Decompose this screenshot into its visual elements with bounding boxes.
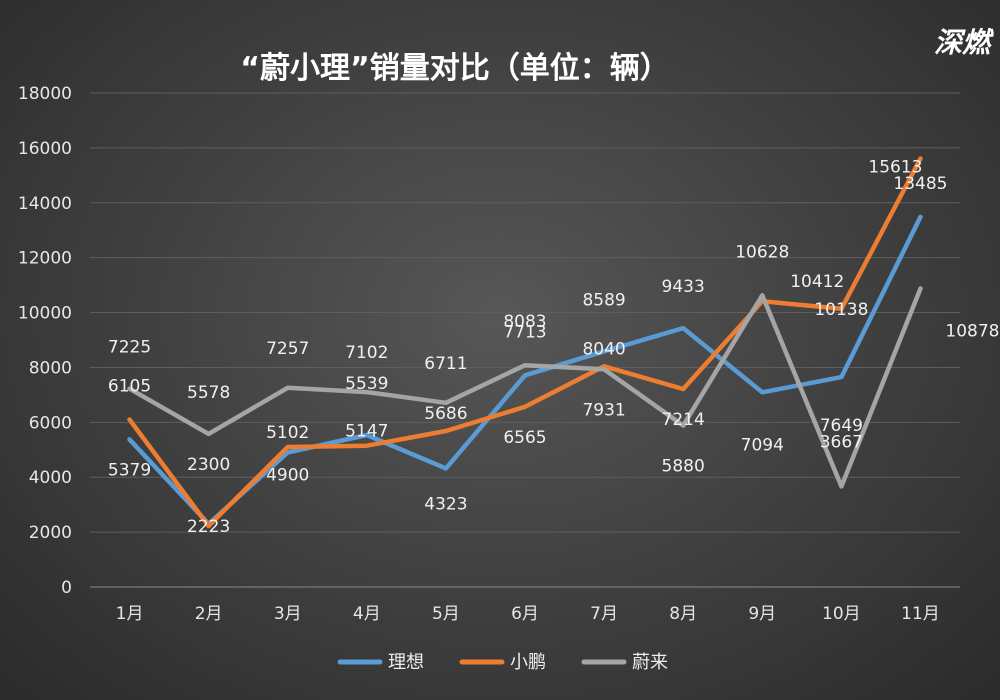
y-tick-label: 10000 (18, 304, 72, 324)
data-label: 13485 (893, 174, 947, 194)
y-tick-label: 8000 (29, 358, 72, 378)
data-label: 7225 (108, 338, 151, 358)
legend-label: 蔚来 (632, 652, 668, 673)
x-tick-label: 10月 (822, 604, 861, 624)
series-line-蔚来 (127, 286, 923, 489)
series-lines (127, 156, 923, 529)
x-tick-label: 6月 (511, 604, 539, 624)
data-label: 5147 (345, 422, 388, 442)
data-label: 7649 (820, 416, 863, 436)
data-label: 15613 (868, 158, 922, 178)
data-label: 8040 (582, 339, 625, 359)
data-label: 5102 (266, 423, 309, 443)
data-label: 5686 (424, 404, 467, 424)
x-tick-label: 7月 (590, 604, 618, 624)
data-label: 8083 (503, 312, 546, 332)
legend-label: 小鹏 (510, 652, 546, 673)
y-tick-label: 14000 (18, 194, 72, 214)
data-label: 10628 (735, 242, 789, 262)
x-axis: 1月 2月 3月 4月 5月 6月 7月 8月 9月 10月 11月 (116, 604, 940, 624)
data-label: 2223 (187, 517, 230, 537)
data-label: 4323 (424, 494, 467, 514)
data-label: 7094 (741, 435, 784, 455)
data-label: 7713 (503, 322, 546, 342)
data-label: 5880 (662, 457, 705, 477)
data-label: 7102 (345, 343, 388, 363)
data-label: 6711 (424, 354, 467, 374)
y-tick-label: 18000 (18, 84, 72, 104)
y-tick-label: 16000 (18, 139, 72, 159)
x-tick-label: 2月 (195, 604, 223, 624)
brand-logo: 深燃 (934, 26, 994, 59)
data-label: 5578 (187, 383, 230, 403)
x-tick-label: 4月 (353, 604, 381, 624)
y-tick-label: 4000 (29, 468, 72, 488)
x-tick-label: 11月 (901, 604, 940, 624)
data-label: 4900 (266, 466, 309, 486)
series-line-理想 (127, 214, 923, 527)
data-label: 8589 (582, 290, 625, 310)
data-label: 5379 (108, 460, 151, 480)
y-tick-label: 12000 (18, 249, 72, 269)
x-tick-label: 5月 (432, 604, 460, 624)
data-label: 2300 (187, 455, 230, 475)
y-axis: 0 2000 4000 6000 8000 10000 12000 14000 16000 180… (18, 84, 72, 598)
data-label: 6105 (108, 376, 151, 396)
data-label: 7214 (662, 410, 705, 430)
y-tick-label: 0 (61, 578, 72, 598)
series-line-小鹏 (127, 156, 923, 529)
data-label: 9433 (662, 277, 705, 297)
data-label: 10138 (814, 300, 868, 320)
legend: 理想 小鹏 蔚来 (337, 652, 668, 673)
x-tick-label: 8月 (669, 604, 697, 624)
data-label: 6565 (503, 428, 546, 448)
data-label: 7257 (266, 339, 309, 359)
x-tick-label: 3月 (274, 604, 302, 624)
data-label: 7931 (582, 400, 625, 420)
chart-title: “蔚小理”销量对比（单位：辆） (240, 51, 669, 86)
data-label: 10878 (945, 321, 999, 341)
data-label: 10412 (790, 272, 844, 292)
data-label: 5539 (345, 374, 388, 394)
x-tick-label: 1月 (116, 604, 144, 624)
y-tick-label: 2000 (29, 523, 72, 543)
y-tick-label: 6000 (29, 413, 72, 433)
data-labels: 5379 2300 4900 5539 4323 7713 8589 9433 7094 7649… (108, 158, 1000, 537)
x-tick-label: 9月 (748, 604, 776, 624)
legend-label: 理想 (388, 652, 424, 673)
data-label: 3667 (820, 432, 863, 452)
